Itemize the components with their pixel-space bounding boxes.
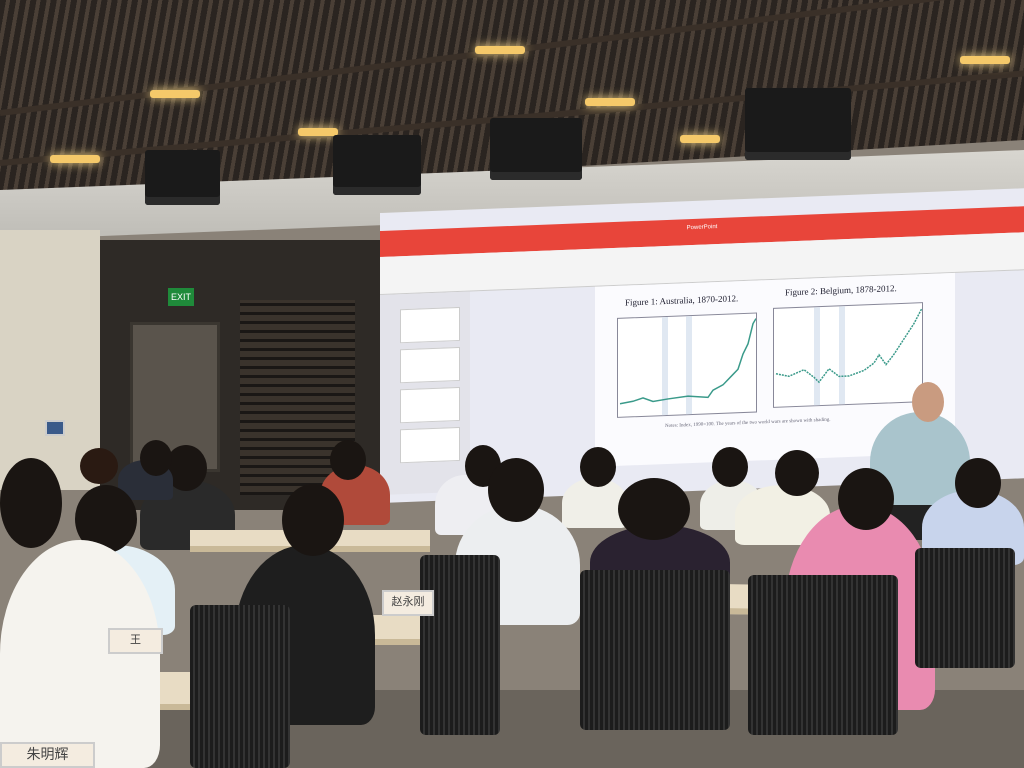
projector [745, 88, 851, 160]
name-plate: 王 [108, 628, 163, 654]
attendee-head [838, 468, 894, 530]
attendee-head [282, 484, 344, 556]
exit-sign: EXIT [168, 288, 194, 306]
projection-screen: PowerPoint Figure 1: Australia, 1870-201… [380, 188, 1024, 503]
ceiling-light [680, 135, 720, 143]
attendee-head [0, 458, 62, 548]
projector [145, 150, 220, 205]
chair [420, 555, 500, 735]
slide-notes: Notes: Index, 1990=100. The years of the… [665, 417, 831, 430]
attendee-head [775, 450, 819, 496]
attendee-head [80, 448, 118, 484]
figure2-title: Figure 2: Belgium, 1878-2012. [785, 283, 897, 298]
attendee-head [712, 447, 748, 487]
wall-panel-display [45, 420, 65, 436]
slide-thumbnail[interactable] [400, 346, 460, 384]
name-plate: 朱明辉 [0, 742, 95, 768]
ceiling-light [50, 155, 100, 163]
slide-thumbnail[interactable] [400, 426, 460, 464]
attendee [0, 540, 160, 768]
ceiling-light [960, 56, 1010, 64]
projector [490, 118, 582, 180]
ceiling-light [150, 90, 200, 98]
figure1-plot [617, 312, 757, 418]
slide-thumbnails [380, 291, 470, 495]
presenter-head [912, 382, 944, 422]
chair [190, 605, 290, 768]
ceiling-light [475, 46, 525, 54]
figure1-title: Figure 1: Australia, 1870-2012. [625, 293, 739, 308]
attendee-head [618, 478, 690, 540]
chair [580, 570, 730, 730]
attendee-head [330, 440, 366, 480]
wall [0, 230, 100, 490]
ceiling-light [585, 98, 635, 106]
attendee-head [488, 458, 544, 522]
slide: Figure 1: Australia, 1870-2012. Figure 2… [595, 272, 955, 467]
name-plate: 赵永刚 [382, 590, 434, 616]
figure2-plot [773, 302, 923, 408]
ceiling-light [298, 128, 338, 136]
attendee-head [955, 458, 1001, 508]
attendee-head [580, 447, 616, 487]
projector [333, 135, 421, 195]
slide-thumbnail[interactable] [400, 386, 460, 424]
chair [915, 548, 1015, 668]
slide-thumbnail[interactable] [400, 306, 460, 344]
chair [748, 575, 898, 735]
attendee-head [140, 440, 172, 476]
